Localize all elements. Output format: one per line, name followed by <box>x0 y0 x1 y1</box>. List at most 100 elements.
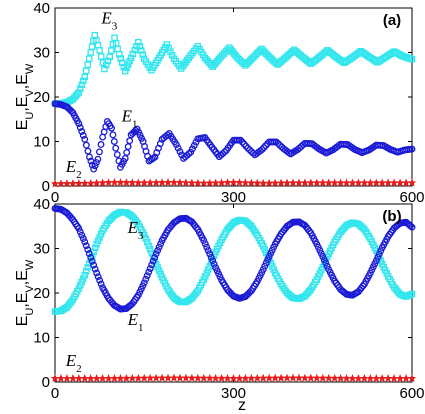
y-tick-label: 20 <box>33 89 50 106</box>
data-point <box>323 262 331 270</box>
panel-a: 0 300 600 0 10 20 30 40 EU,EV,EW E3 E1 E2 (a) <box>14 0 425 206</box>
x-tick-label: 600 <box>399 385 424 402</box>
data-point <box>124 143 132 151</box>
data-point <box>98 374 107 382</box>
data-point <box>204 266 212 273</box>
data-point <box>152 250 160 258</box>
data-point <box>372 178 381 187</box>
data-point <box>192 138 200 146</box>
data-point <box>282 373 292 382</box>
data-point <box>86 153 93 161</box>
data-point <box>91 265 99 273</box>
data-point <box>223 374 232 382</box>
data-point <box>126 137 134 145</box>
data-point <box>82 67 90 75</box>
data-point <box>138 47 145 54</box>
data-point <box>342 178 351 187</box>
data-point <box>74 179 83 188</box>
data-point <box>84 264 91 271</box>
data-point <box>50 374 60 382</box>
series-square <box>51 31 416 107</box>
data-point <box>270 266 277 273</box>
data-point <box>181 178 191 187</box>
series-circle <box>51 100 416 173</box>
data-point <box>169 178 179 186</box>
data-point <box>149 257 157 265</box>
data-point <box>203 243 211 251</box>
data-point <box>324 373 333 382</box>
data-point <box>374 253 382 261</box>
data-point <box>360 374 369 382</box>
y-tick-label: 0 <box>42 178 50 195</box>
data-point <box>187 178 197 187</box>
data-point <box>199 373 208 382</box>
data-point <box>318 373 327 382</box>
data-point <box>74 374 83 382</box>
data-point <box>91 244 99 252</box>
data-point <box>229 178 238 186</box>
data-point <box>128 178 137 187</box>
data-point <box>146 246 154 253</box>
data-point <box>306 178 316 187</box>
data-point <box>148 261 156 269</box>
data-point <box>401 374 411 382</box>
data-point <box>318 178 327 187</box>
y-tick-label: 40 <box>33 196 50 213</box>
data-point <box>76 228 84 236</box>
y-tick-label: 10 <box>33 330 50 347</box>
y-tick-label: 40 <box>33 0 50 17</box>
data-point <box>193 178 202 187</box>
data-point <box>135 39 142 46</box>
data-point <box>93 240 100 248</box>
data-point <box>96 276 104 284</box>
y-tick-label: 20 <box>33 285 50 302</box>
data-point <box>98 178 107 187</box>
data-point <box>75 120 83 128</box>
data-point <box>109 131 117 139</box>
data-point <box>201 240 209 248</box>
data-point <box>79 131 87 139</box>
data-point <box>206 250 214 258</box>
data-point <box>142 275 150 283</box>
data-point <box>82 141 90 149</box>
data-point <box>221 148 229 156</box>
data-point <box>124 61 132 68</box>
data-point <box>157 240 165 248</box>
data-point <box>101 65 108 73</box>
series-annotation: E1 <box>121 106 138 130</box>
data-point <box>104 374 113 382</box>
data-point <box>282 178 292 187</box>
data-point <box>241 178 250 187</box>
data-point <box>80 374 89 382</box>
data-point <box>157 178 167 187</box>
data-point <box>88 43 96 50</box>
data-point <box>85 55 93 62</box>
data-point <box>384 374 393 382</box>
data-point <box>94 155 102 163</box>
data-point <box>253 373 262 382</box>
data-point <box>134 178 143 187</box>
data-point <box>375 250 383 258</box>
data-point <box>143 272 151 280</box>
data-point <box>172 141 180 149</box>
data-point <box>155 243 163 251</box>
x-axis-label: z <box>238 397 246 414</box>
data-point <box>136 43 144 50</box>
data-point <box>215 56 223 63</box>
data-point <box>113 151 121 159</box>
data-point <box>268 263 276 270</box>
data-point <box>235 178 244 187</box>
data-point <box>81 73 89 81</box>
data-point <box>265 373 274 382</box>
data-point <box>168 51 176 59</box>
panel-label: (b) <box>382 208 401 225</box>
data-point <box>140 231 148 239</box>
data-point <box>204 247 212 254</box>
data-point <box>84 61 91 68</box>
data-point <box>217 178 226 187</box>
x-tick-label: 0 <box>51 189 59 206</box>
data-point <box>151 178 161 187</box>
y-tick-label: 30 <box>33 241 50 258</box>
data-point <box>258 146 266 153</box>
